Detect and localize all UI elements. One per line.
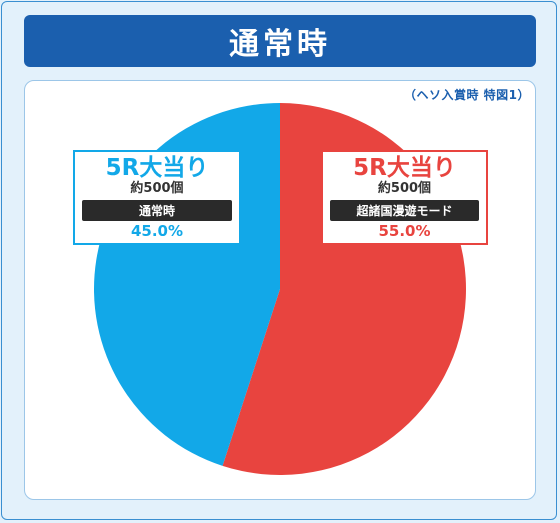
slice-blue-mode: 通常時 [82,200,232,221]
slice-red-prize: 約500個 [377,181,432,196]
slice-label-red: 5R大当り 約500個 超諸国漫遊モード 55.0% [321,150,488,245]
title-bar: 通常時 [24,15,536,67]
source-note: （ヘソ入賞時 特図1） [403,88,530,102]
slice-red-mode: 超諸国漫遊モード [330,200,479,221]
page-title: 通常時 [229,27,331,62]
slice-red-title: 5R大当り [353,155,456,181]
slice-blue-prize: 約500個 [130,181,184,196]
slice-red-percent: 55.0% [378,222,431,240]
slice-blue-title: 5R大当り [105,155,209,181]
slice-blue-percent: 45.0% [130,222,184,240]
slice-label-blue: 5R大当り 約500個 通常時 45.0% [73,150,241,245]
